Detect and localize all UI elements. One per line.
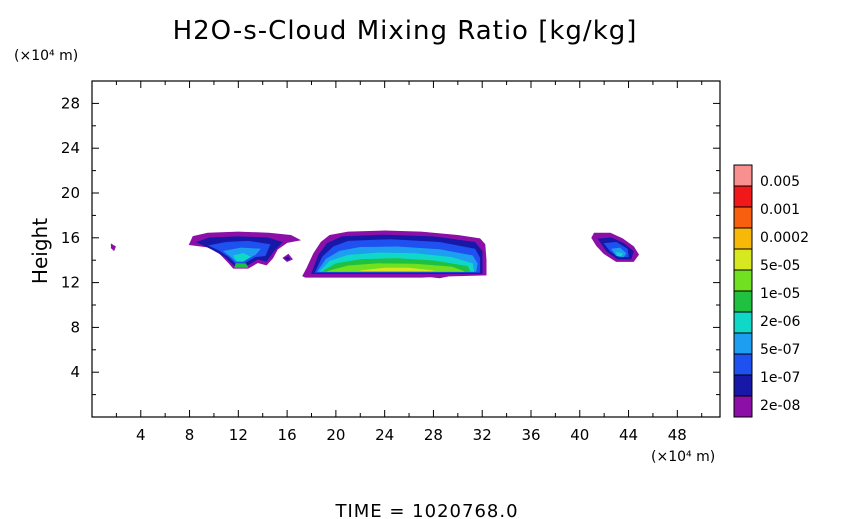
- cloud-region-main-cloud-base: [424, 275, 449, 279]
- x-tick-label: 32: [473, 426, 492, 444]
- colorbar-box: [733, 290, 753, 313]
- colorbar-label: 0.0002: [760, 230, 809, 246]
- x-tick-label: 4: [136, 426, 146, 444]
- cloud-band-level-4: [233, 253, 252, 262]
- colorbar-box: [733, 374, 753, 397]
- colorbar: 0.005 0.001 0.0002 5e-05 1e-05 2e-06 5e-07 1e-0…: [733, 164, 809, 418]
- x-tick-labels: 4 8 12 16 20 24 28 32 36 40 44 48: [136, 426, 687, 444]
- colorbar-box: [733, 332, 753, 355]
- x-axis-unit: (×10⁴ m): [651, 449, 715, 465]
- x-tick-label: 28: [424, 426, 443, 444]
- x-tick-label: 48: [668, 426, 687, 444]
- y-axis-label: Height: [28, 218, 52, 284]
- cloud-region-main-cloud: [302, 230, 487, 278]
- x-tick-label: 36: [521, 426, 540, 444]
- colorbar-label: 5e-07: [760, 342, 800, 358]
- colorbar-labels: 0.005 0.001 0.0002 5e-05 1e-05 2e-06 5e-07 1e-0…: [760, 174, 809, 414]
- x-tick-label: 8: [185, 426, 195, 444]
- y-tick-label: 24: [61, 139, 80, 157]
- cloud-band-level-3: [610, 247, 627, 258]
- colorbar-label: 1e-07: [760, 370, 800, 386]
- cloud-region-small-cell: [110, 243, 116, 252]
- chart-title: H2O-s-Cloud Mixing Ratio [kg/kg]: [173, 16, 638, 46]
- colorbar-box: [733, 206, 753, 229]
- cloud-region-left-cloud: [188, 231, 302, 269]
- colorbar-box: [733, 395, 753, 418]
- axis-ticks: [92, 81, 720, 417]
- cloud-regions: [110, 230, 640, 279]
- x-tick-label: 40: [570, 426, 589, 444]
- colorbar-label: 2e-06: [760, 314, 800, 330]
- x-tick-label: 12: [229, 426, 248, 444]
- colorbar-boxes: [733, 164, 753, 418]
- colorbar-label: 0.001: [760, 202, 800, 218]
- colorbar-box: [733, 353, 753, 376]
- y-tick-label: 16: [61, 229, 80, 247]
- x-tick-label: 20: [326, 426, 345, 444]
- plot-frame: [91, 80, 721, 418]
- cloud-band-level-7: [360, 267, 434, 272]
- time-label: TIME = 1020768.0: [334, 501, 518, 519]
- cloud-band-level-1: [284, 256, 290, 261]
- y-axis-unit: (×10⁴ m): [14, 48, 78, 64]
- colorbar-box: [733, 248, 753, 271]
- colorbar-box: [733, 185, 753, 208]
- colorbar-label: 0.005: [760, 174, 800, 190]
- y-tick-label: 4: [70, 363, 80, 381]
- y-tick-label: 20: [61, 184, 80, 202]
- cloud-band-level-5: [234, 263, 249, 268]
- y-tick-label: 28: [61, 94, 80, 112]
- y-tick-label: 8: [70, 318, 80, 336]
- y-tick-label: 12: [61, 274, 80, 292]
- colorbar-box: [733, 227, 753, 250]
- cloud-outline: [424, 275, 449, 279]
- colorbar-box: [733, 269, 753, 292]
- colorbar-box: [733, 311, 753, 334]
- x-tick-label: 16: [278, 426, 297, 444]
- x-tick-label: 44: [619, 426, 638, 444]
- colorbar-box: [733, 164, 753, 187]
- colorbar-label: 2e-08: [760, 398, 800, 414]
- colorbar-label: 1e-05: [760, 286, 800, 302]
- cloud-band-level-6: [327, 263, 465, 272]
- cloud-band-level-4: [615, 252, 623, 257]
- colorbar-label: 5e-05: [760, 258, 800, 274]
- x-tick-label: 24: [375, 426, 394, 444]
- cloud-region-right-cloud: [591, 232, 640, 262]
- cloud-region-left-cloud-fragment: [282, 253, 293, 263]
- cloud-outline: [110, 243, 116, 252]
- y-tick-labels: 4 8 12 16 20 24 28: [61, 94, 80, 381]
